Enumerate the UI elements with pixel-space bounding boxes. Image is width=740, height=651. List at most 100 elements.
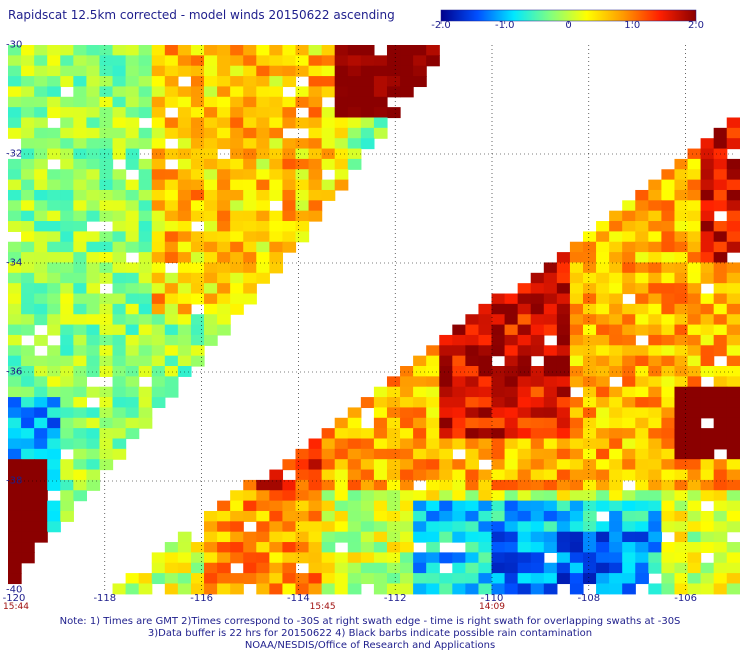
- wind-cell: [360, 542, 375, 553]
- wind-cell: [321, 521, 336, 533]
- wind-cell: [8, 459, 22, 471]
- wind-cell: [112, 96, 127, 108]
- wind-cell: [164, 293, 179, 305]
- wind-cell: [635, 262, 649, 274]
- wind-cell: [138, 303, 153, 315]
- wind-cell: [217, 241, 231, 253]
- wind-cell: [190, 210, 205, 222]
- wind-cell: [138, 314, 153, 326]
- longitude-tick-label: -114: [287, 593, 310, 604]
- wind-cell: [596, 531, 610, 543]
- wind-cell: [386, 417, 401, 429]
- wind-cell: [373, 583, 388, 595]
- wind-cell: [217, 314, 231, 326]
- wind-cell: [177, 221, 192, 232]
- wind-cell: [504, 376, 519, 388]
- wind-cell: [8, 96, 22, 108]
- wind-cell: [334, 469, 349, 481]
- wind-cell: [164, 65, 179, 77]
- wind-cell: [426, 573, 440, 585]
- wind-cell: [504, 583, 519, 595]
- wind-cell: [347, 96, 362, 108]
- wind-cell: [517, 345, 532, 357]
- wind-cell: [334, 45, 349, 56]
- wind-cell: [308, 562, 323, 574]
- wind-cell: [386, 76, 401, 88]
- wind-cell: [478, 345, 493, 357]
- wind-cell: [426, 55, 440, 67]
- wind-cell: [60, 345, 74, 357]
- wind-cell: [674, 573, 689, 585]
- map-title: Rapidscat 12.5km corrected - model winds…: [8, 8, 395, 22]
- wind-cell: [308, 500, 323, 512]
- wind-cell: [204, 221, 218, 232]
- wind-cell: [569, 366, 584, 377]
- wind-cell: [321, 479, 336, 491]
- wind-cell: [138, 138, 153, 150]
- wind-cell: [86, 127, 101, 139]
- wind-cell: [622, 448, 636, 460]
- wind-cell: [151, 127, 166, 139]
- wind-cell: [661, 397, 676, 409]
- wind-cell: [504, 345, 519, 357]
- wind-cell: [700, 428, 715, 440]
- wind-cell: [373, 107, 388, 119]
- wind-cell: [230, 138, 244, 150]
- wind-cell: [426, 45, 440, 56]
- wind-cell: [321, 55, 336, 67]
- wind-cell: [700, 469, 715, 481]
- wind-cell: [569, 438, 584, 450]
- wind-cell: [164, 314, 179, 326]
- wind-cell: [8, 158, 22, 170]
- wind-cell: [491, 303, 506, 315]
- wind-cell: [60, 117, 74, 129]
- wind-cell: [230, 262, 244, 274]
- wind-cell: [164, 221, 179, 232]
- wind-cell: [164, 241, 179, 253]
- wind-cell: [73, 189, 88, 201]
- wind-cell: [60, 200, 74, 212]
- wind-cell: [596, 334, 610, 346]
- wind-cell: [60, 459, 74, 471]
- wind-cell: [125, 76, 140, 88]
- wind-cell: [478, 490, 493, 502]
- wind-cell: [217, 117, 231, 129]
- wind-cell: [269, 531, 284, 543]
- wind-cell: [21, 417, 35, 429]
- wind-cell: [282, 521, 297, 533]
- wind-cell: [21, 531, 35, 543]
- wind-cell: [543, 355, 558, 367]
- wind-cell: [465, 345, 480, 357]
- wind-cell: [543, 469, 558, 481]
- wind-cell: [517, 428, 532, 440]
- wind-cell: [478, 428, 493, 440]
- wind-cell: [543, 459, 558, 471]
- wind-cell: [243, 573, 257, 585]
- wind-cell: [295, 469, 310, 481]
- wind-cell: [73, 262, 88, 274]
- wind-cell: [713, 293, 728, 305]
- wind-cell: [439, 417, 453, 429]
- wind-cell: [687, 231, 702, 243]
- wind-cell: [713, 438, 728, 450]
- wind-cell: [34, 272, 48, 284]
- swath-west: [8, 45, 440, 585]
- wind-cell: [112, 448, 127, 460]
- wind-cell: [465, 479, 480, 491]
- wind-cell: [125, 417, 140, 429]
- wind-cell: [674, 169, 689, 181]
- wind-cell: [726, 345, 740, 357]
- wind-cell: [609, 231, 623, 243]
- longitude-tick-label: -118: [93, 593, 117, 604]
- wind-cell: [400, 552, 414, 564]
- wind-cell: [674, 397, 689, 409]
- wind-cell: [334, 76, 349, 88]
- wind-cell: [713, 552, 728, 564]
- wind-cell: [204, 96, 218, 108]
- wind-cell: [517, 500, 532, 512]
- wind-cell: [282, 45, 297, 56]
- wind-cell: [556, 510, 571, 522]
- wind-cell: [543, 417, 558, 429]
- wind-cell: [334, 117, 349, 129]
- wind-cell: [713, 583, 728, 595]
